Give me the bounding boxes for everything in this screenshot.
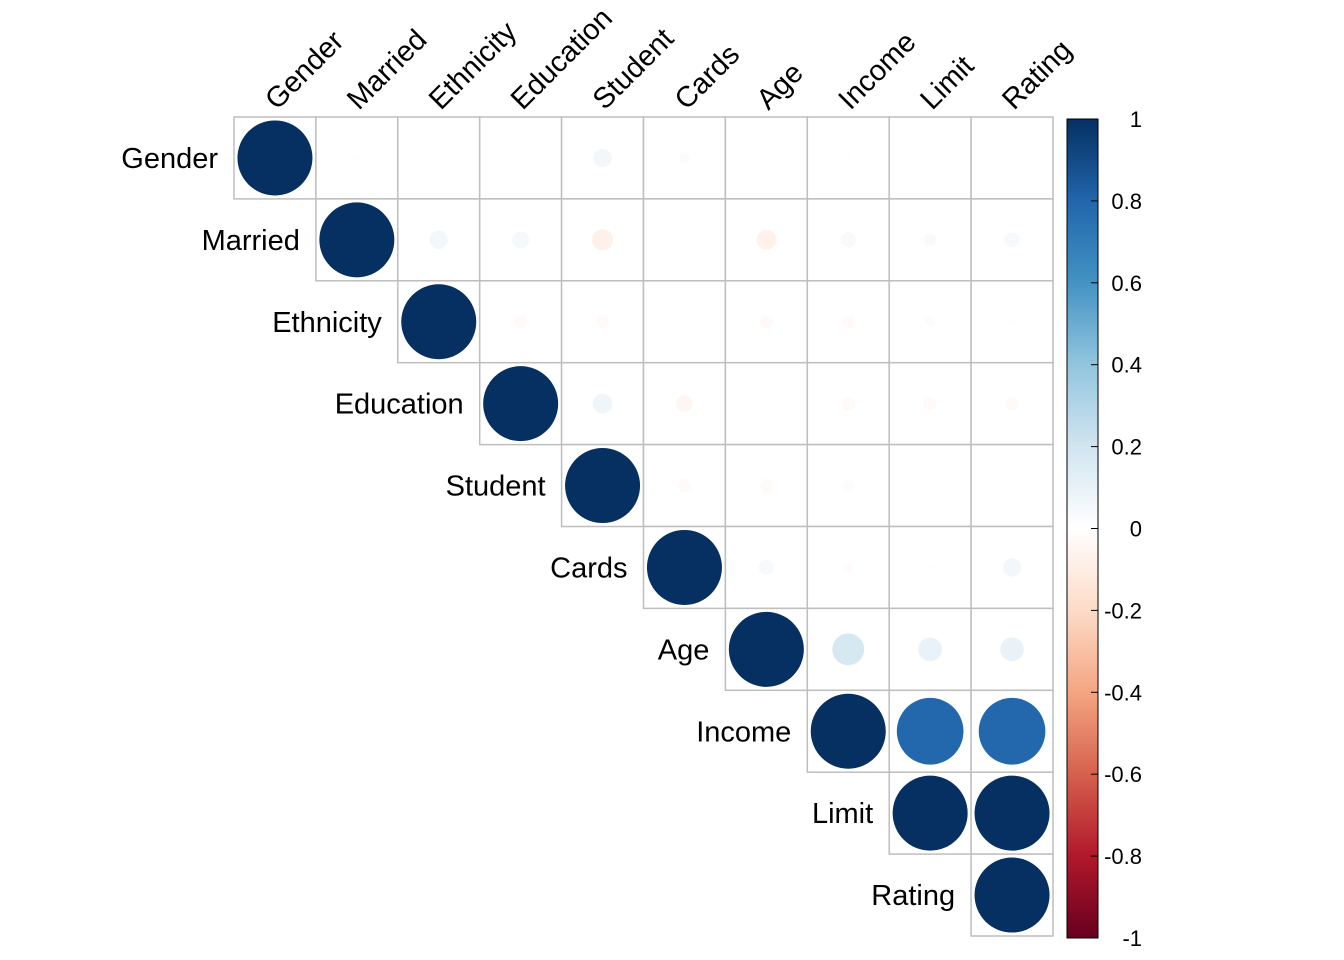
grid-cell-gender-age [724,116,809,200]
grid-cell-student-limit [888,443,972,528]
column-label-rating: Rating [996,34,1078,116]
grid-cell-education-age [724,361,809,446]
corr-circle-education-cards [676,395,693,413]
column-label-ethnicity: Ethnicity [423,15,523,115]
corr-circle-ethnicity-education [514,315,528,329]
row-label-education: Education [335,389,464,421]
corr-circle-gender-income [844,154,852,162]
corr-circle-limit-limit [892,775,968,851]
column-label-income: Income [833,26,923,116]
corr-circle-education-education [483,366,559,442]
colorbar: 1 0.8 0.6 0.4 0.2 0 -0.2 -0.4 -0.6 -0.8 -1 [1066,107,1142,951]
corr-circle-cards-rating [1002,558,1022,577]
corr-circle-ethnicity-income [841,315,855,329]
row-label-ethnicity: Ethnicity [272,307,382,339]
row-label-student: Student [446,471,546,503]
corr-circle-ethnicity-ethnicity [401,284,477,360]
corr-circle-age-limit [918,637,943,662]
grid-cell-gender-rating [970,116,1054,200]
corr-circle-cards-age [758,559,774,575]
row-label-income: Income [696,716,791,748]
corr-circle-ethnicity-age [759,315,773,329]
colorbar-tick-label: -0.2 [1104,598,1142,623]
row-label-gender: Gender [121,143,218,175]
corr-circle-age-income [832,633,865,666]
corr-circle-education-limit [923,397,937,411]
corr-circle-cards-limit [926,563,934,572]
corr-circle-gender-gender [237,120,313,196]
grid-cell-gender-income [806,116,890,200]
colorbar-tick-label: -1 [1122,926,1142,951]
corr-circle-student-student [565,448,641,524]
row-label-limit: Limit [812,798,873,830]
column-label-age: Age [751,57,810,116]
corr-circle-ethnicity-rating [1008,318,1016,326]
column-label-cards: Cards [669,39,746,116]
corr-circle-ethnicity-limit [924,316,936,328]
corr-circle-married-married [319,202,395,278]
corr-circle-married-student [591,229,614,251]
colorbar-tick-label: 0.2 [1111,435,1142,460]
correlation-circles [237,120,1050,933]
row-label-rating: Rating [871,880,955,912]
colorbar-tick-label: 0.4 [1111,353,1142,378]
corr-circle-limit-rating [974,775,1050,851]
corr-circle-income-limit [896,697,964,765]
corr-circle-ethnicity-student [596,315,610,329]
grid-cell-married-cards [642,198,727,282]
corr-circle-age-age [728,611,804,687]
row-label-age: Age [658,634,710,666]
row-labels: Gender Married Ethnicity Education Student Ca… [121,143,955,912]
corr-circle-gender-student [593,148,612,168]
colorbar-tick-label: -0.4 [1104,680,1142,705]
column-label-married: Married [341,24,433,116]
corr-circle-cards-income [842,562,854,573]
corr-circle-married-age [756,229,777,250]
corr-circle-married-limit [923,233,937,247]
corr-circle-married-income [840,232,856,248]
corr-circle-education-rating [1005,397,1019,411]
column-label-limit: Limit [914,50,980,116]
corr-circle-gender-married [353,154,361,162]
colorbar-tick-label: 0 [1130,517,1142,542]
corr-circle-rating-rating [974,857,1050,933]
corr-circle-married-education [512,231,530,249]
row-label-cards: Cards [550,552,627,584]
corr-circle-education-income [841,397,855,411]
colorbar-tick-label: -0.8 [1104,844,1142,869]
corr-circle-income-rating [978,697,1046,765]
corr-circle-married-ethnicity [429,230,448,250]
colorbar-tick-label: 1 [1130,107,1142,132]
grid-cell-ethnicity-student [560,280,645,364]
corr-circle-student-cards [677,479,691,493]
grid-cell-student-rating [970,443,1054,528]
column-labels: GenderMarriedEthnicityEducationStudentCa… [259,2,1078,116]
corr-circle-education-student [592,393,613,414]
corr-circle-student-age [759,479,773,493]
grid-cell-ethnicity-cards [642,280,727,364]
corr-circle-age-rating [1000,637,1024,662]
corr-circle-income-income [810,693,886,769]
grid-cell-gender-ethnicity [397,116,481,200]
corr-circle-gender-cards [679,152,690,164]
colorbar-tick-label: 0.8 [1111,189,1142,214]
corr-circle-cards-cards [646,529,722,605]
row-label-married: Married [202,225,300,257]
column-label-gender: Gender [259,25,350,116]
corr-circle-married-rating [1004,232,1020,248]
colorbar-tick-label: 0.6 [1111,271,1142,296]
corr-circle-student-income [842,480,854,491]
corr-circle-gender-limit [926,154,934,162]
colorbar-tick-label: -0.6 [1104,762,1142,787]
grid-cell-married-student [560,198,645,282]
grid-cell-gender-education [478,116,563,200]
